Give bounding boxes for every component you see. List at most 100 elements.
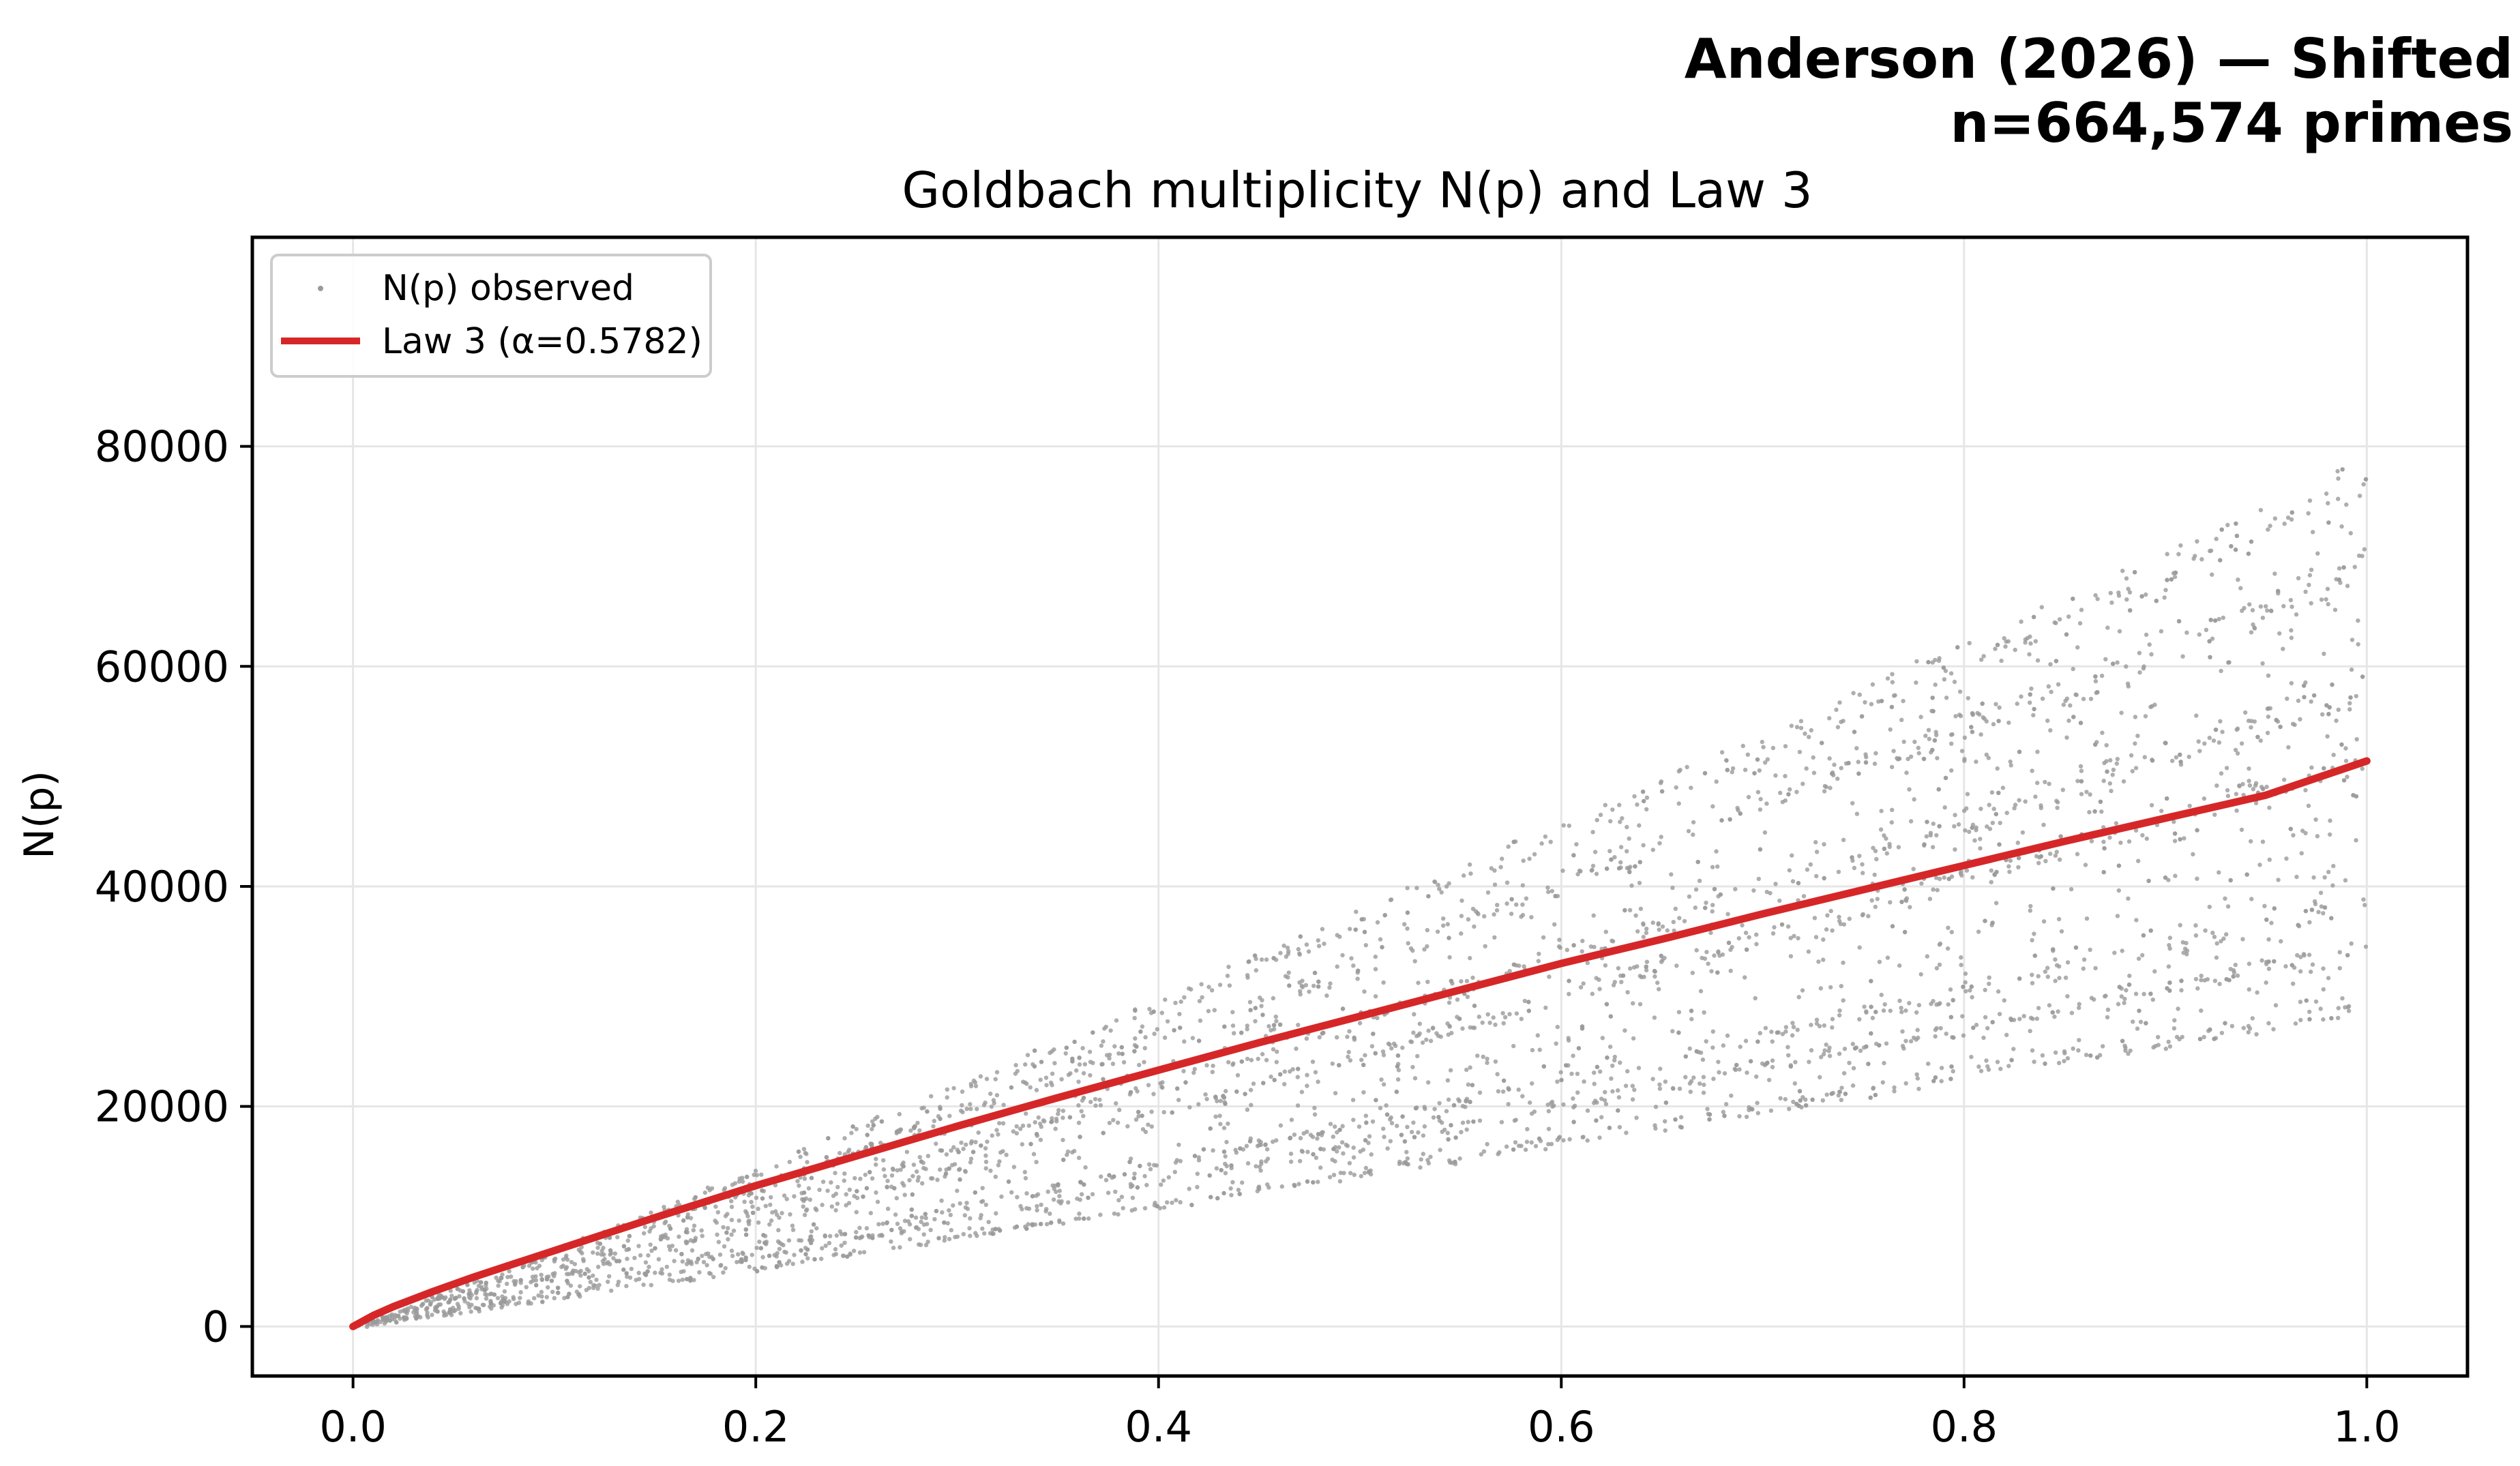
scatter-point	[2194, 713, 2199, 718]
scatter-point	[1888, 1008, 1893, 1013]
scatter-point	[968, 1160, 973, 1165]
scatter-point	[1107, 1056, 1112, 1061]
scatter-point	[1120, 1051, 1125, 1056]
scatter-point	[870, 1176, 875, 1181]
scatter-point	[1800, 1095, 1805, 1100]
scatter-point	[750, 1204, 755, 1209]
scatter-point	[1914, 659, 1919, 664]
scatter-point	[1555, 1024, 1560, 1030]
scatter-point	[1038, 1121, 1043, 1126]
scatter-point	[1431, 1115, 1436, 1120]
scatter-point	[1229, 1193, 1234, 1197]
scatter-point	[1498, 865, 1503, 869]
scatter-point	[2356, 618, 2360, 623]
scatter-point	[2016, 856, 2021, 861]
scatter-point	[2219, 771, 2224, 776]
scatter-point	[1975, 710, 1980, 716]
scatter-point	[1839, 719, 1843, 724]
scatter-point	[1937, 824, 1942, 828]
scatter-point	[902, 1218, 908, 1223]
scatter-point	[1405, 1124, 1410, 1130]
scatter-point	[425, 1306, 430, 1311]
scatter-point	[1993, 702, 1998, 706]
scatter-point	[2336, 1006, 2341, 1011]
scatter-point	[2246, 551, 2251, 556]
scatter-point	[2345, 953, 2350, 958]
scatter-point	[1357, 1021, 1363, 1026]
scatter-point	[1842, 1047, 1848, 1051]
scatter-point	[879, 1119, 885, 1124]
scatter-point	[1316, 984, 1321, 989]
scatter-point	[2193, 976, 2199, 982]
scatter-point	[2199, 1008, 2204, 1013]
scatter-point	[1061, 1137, 1065, 1143]
scatter-point	[1650, 1077, 1655, 1081]
scatter-point	[2298, 1000, 2303, 1004]
scatter-point	[1650, 848, 1655, 852]
scatter-point	[1657, 841, 1662, 846]
scatter-point	[568, 1283, 574, 1288]
scatter-point	[2243, 710, 2248, 715]
scatter-point	[1598, 812, 1603, 818]
scatter-point	[777, 1260, 782, 1265]
scatter-point	[1560, 868, 1565, 873]
scatter-point	[1072, 1039, 1077, 1045]
scatter-point	[2079, 768, 2084, 773]
scatter-point	[1492, 882, 1498, 887]
scatter-point	[1034, 1193, 1039, 1198]
scatter-point	[1288, 1151, 1294, 1156]
scatter-point	[2307, 1009, 2312, 1015]
scatter-point	[1564, 1063, 1569, 1068]
scatter-point	[1251, 1081, 1256, 1086]
scatter-point	[2179, 978, 2184, 983]
scatter-point	[2266, 1021, 2271, 1026]
scatter-point	[1114, 1101, 1118, 1106]
scatter-point	[1878, 827, 1884, 832]
scatter-point	[1173, 1000, 1178, 1006]
scatter-point	[1926, 659, 1931, 665]
scatter-point	[2321, 911, 2326, 916]
scatter-point	[763, 1203, 769, 1208]
scatter-point	[805, 1247, 810, 1252]
scatter-point	[895, 1221, 900, 1227]
scatter-point	[1943, 668, 1948, 674]
scatter-point	[643, 1260, 649, 1265]
scatter-point	[1618, 820, 1622, 824]
scatter-point	[1030, 1222, 1035, 1227]
scatter-point	[1772, 925, 1777, 930]
scatter-point	[2241, 1026, 2246, 1030]
scatter-point	[1240, 1180, 1245, 1185]
scatter-point	[1480, 1020, 1485, 1026]
scatter-point	[1990, 1019, 1995, 1025]
scatter-point	[1138, 1029, 1143, 1034]
scatter-point	[2307, 573, 2313, 578]
scatter-point	[2144, 592, 2148, 597]
scatter-point	[1506, 844, 1511, 849]
scatter-point	[1298, 934, 1303, 939]
scatter-point	[476, 1306, 481, 1311]
scatter-point	[1612, 855, 1617, 860]
legend: N(p) observed Law 3 (α=0.5782)	[270, 254, 712, 378]
scatter-point	[434, 1304, 439, 1309]
scatter-point	[2298, 717, 2302, 722]
scatter-point	[1351, 1155, 1357, 1160]
scatter-point	[853, 1176, 857, 1181]
scatter-point	[1710, 903, 1715, 908]
scatter-point	[2363, 477, 2369, 482]
scatter-point	[2294, 612, 2299, 617]
scatter-point	[2030, 768, 2034, 773]
scatter-point	[569, 1259, 574, 1265]
scatter-point	[1736, 936, 1741, 941]
scatter-point	[1966, 695, 1970, 701]
scatter-point	[1952, 679, 1957, 685]
scatter-point	[760, 1265, 765, 1270]
scatter-point	[1288, 1135, 1293, 1141]
scatter-point	[1412, 959, 1417, 963]
scatter-point	[749, 1191, 754, 1196]
scatter-point	[1356, 968, 1361, 973]
scatter-point	[1745, 1071, 1749, 1075]
scatter-point	[1381, 1126, 1386, 1131]
scatter-point	[829, 1180, 833, 1185]
scatter-point	[1537, 1047, 1542, 1052]
scatter-point	[2137, 1008, 2141, 1013]
